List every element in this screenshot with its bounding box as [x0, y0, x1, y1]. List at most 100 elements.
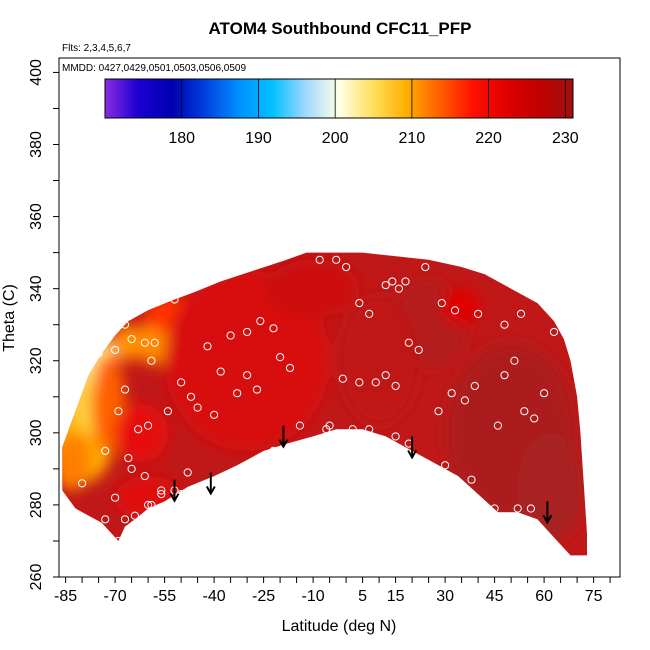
sample-point	[94, 349, 103, 358]
sample-point	[540, 389, 549, 398]
heat-blob	[111, 324, 145, 361]
sample-point	[285, 363, 295, 373]
x-tick-label: 60	[535, 588, 553, 605]
y-tick-label: 360	[28, 203, 45, 230]
sample-point	[233, 389, 242, 398]
sample-point	[114, 407, 123, 416]
sample-point	[111, 493, 120, 502]
sample-point	[114, 536, 123, 546]
sample-point	[104, 327, 113, 337]
x-tick-label: 45	[486, 588, 504, 605]
sample-point	[394, 284, 403, 293]
sample-points	[78, 255, 559, 546]
y-tick-label: 320	[28, 347, 45, 374]
sample-point	[470, 381, 479, 391]
sample-point	[355, 298, 364, 308]
sample-point	[157, 486, 166, 495]
sample-point	[144, 500, 153, 510]
heat-blob	[441, 288, 482, 325]
sample-point	[348, 425, 357, 434]
sample-point	[365, 309, 374, 318]
sample-point	[134, 425, 143, 434]
sample-point	[381, 371, 390, 380]
sample-point	[269, 324, 278, 333]
x-tick-label: -55	[153, 588, 176, 605]
heat-blob	[164, 270, 330, 451]
sample-point	[493, 421, 502, 430]
sample-point	[365, 425, 374, 434]
sample-point	[124, 453, 133, 463]
colorbar-tick-label: 190	[245, 130, 272, 147]
sample-point	[450, 306, 460, 315]
sample-point	[252, 385, 262, 394]
heat-blob	[115, 404, 168, 462]
sample-point	[243, 371, 252, 380]
y-tick-label: 300	[28, 419, 45, 446]
sample-point	[147, 500, 156, 510]
sample-point	[355, 378, 364, 387]
plot-frame	[58, 57, 621, 578]
sample-point	[391, 381, 400, 391]
y-tick-label: 400	[28, 59, 45, 86]
sample-point	[101, 515, 110, 524]
sample-point	[210, 410, 219, 419]
sample-point	[120, 320, 130, 329]
sample-point	[163, 407, 172, 416]
colorbar-tick-label: 220	[475, 130, 502, 147]
colorbar-tick-label: 180	[168, 130, 195, 147]
profile-arrow	[205, 472, 216, 496]
sample-point	[144, 421, 153, 430]
sample-point	[460, 396, 469, 405]
x-tick-label: 15	[387, 588, 405, 605]
sample-point	[157, 490, 166, 499]
y-tick-label: 280	[28, 491, 45, 518]
sample-point	[111, 345, 120, 355]
sample-point	[130, 511, 139, 520]
heat-blob	[339, 295, 419, 426]
sample-point	[391, 432, 400, 441]
sample-point	[338, 374, 347, 383]
profile-arrow-head	[205, 485, 216, 496]
sample-point	[516, 309, 526, 318]
x-tick-label: -70	[104, 588, 127, 605]
y-tick-label: 260	[28, 564, 45, 591]
sample-point	[513, 504, 522, 513]
sample-point	[490, 504, 499, 513]
y-axis: 260 280 300 320 340 360 380 400	[28, 59, 59, 590]
sample-point	[193, 403, 202, 412]
sample-point	[177, 378, 186, 387]
sample-point	[120, 515, 130, 524]
heat-blob	[115, 476, 182, 520]
sample-point	[526, 504, 536, 513]
profile-arrow-head	[169, 493, 180, 503]
sample-point	[127, 464, 136, 473]
x-axis-label: Latitude (deg N)	[282, 618, 397, 635]
heat-blob	[62, 432, 92, 491]
sample-point	[183, 468, 192, 477]
sample-point	[78, 479, 87, 488]
sample-point	[381, 280, 390, 290]
y-tick-label: 340	[28, 275, 45, 302]
sample-point	[127, 335, 136, 344]
profile-arrow	[169, 479, 180, 503]
sample-point	[421, 262, 430, 272]
x-tick-label: 75	[585, 588, 603, 605]
colorbar: 180 190 200 210 220 230	[104, 78, 579, 147]
colorbar-tick-label: 210	[399, 130, 426, 147]
sample-point	[434, 407, 443, 416]
sample-point	[216, 367, 225, 376]
sample-point	[342, 262, 351, 272]
x-tick-label: 30	[436, 588, 454, 605]
sample-point	[467, 475, 476, 484]
chart-title: ATOM4 Southbound CFC11_PFP	[209, 19, 472, 38]
sample-point	[269, 446, 278, 455]
sample-point	[322, 425, 331, 434]
profile-arrow-head	[407, 449, 417, 460]
sample-point	[101, 446, 110, 455]
x-tick-label: 5	[358, 588, 367, 605]
sample-point	[437, 298, 446, 308]
sample-point	[500, 320, 509, 329]
profile-arrow-head	[278, 439, 289, 449]
x-tick-label: -40	[203, 588, 226, 605]
sample-point	[520, 407, 529, 416]
